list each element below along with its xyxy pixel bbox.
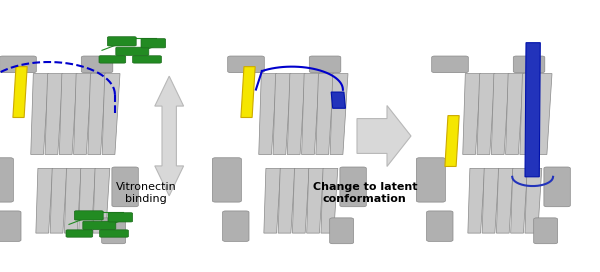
Polygon shape [102,73,120,154]
FancyBboxPatch shape [107,37,136,46]
Polygon shape [307,168,323,233]
FancyBboxPatch shape [223,211,249,242]
FancyBboxPatch shape [82,56,113,73]
FancyBboxPatch shape [0,211,21,242]
Polygon shape [31,73,49,154]
Polygon shape [264,168,281,233]
FancyBboxPatch shape [544,167,570,207]
FancyBboxPatch shape [534,218,557,244]
Polygon shape [511,168,527,233]
FancyBboxPatch shape [416,158,445,202]
Polygon shape [50,168,67,233]
Polygon shape [331,92,346,108]
Polygon shape [506,73,523,154]
Polygon shape [241,67,255,118]
Polygon shape [316,73,334,154]
Polygon shape [292,168,309,233]
FancyBboxPatch shape [133,56,161,63]
Text: Vitronectin
binding: Vitronectin binding [115,182,176,204]
Polygon shape [463,73,481,154]
Polygon shape [93,168,110,233]
FancyBboxPatch shape [212,158,241,202]
Polygon shape [278,168,295,233]
FancyBboxPatch shape [141,39,166,48]
Polygon shape [491,73,509,154]
Polygon shape [59,73,77,154]
Polygon shape [79,168,95,233]
FancyBboxPatch shape [340,167,366,207]
Polygon shape [496,168,513,233]
Polygon shape [534,73,552,154]
FancyBboxPatch shape [100,230,128,237]
Polygon shape [321,168,338,233]
Polygon shape [36,168,53,233]
Polygon shape [525,168,542,233]
FancyBboxPatch shape [66,230,93,237]
FancyBboxPatch shape [83,221,116,230]
FancyBboxPatch shape [431,56,468,73]
FancyBboxPatch shape [310,56,341,73]
Polygon shape [520,73,538,154]
FancyBboxPatch shape [427,211,453,242]
Polygon shape [155,76,184,196]
Polygon shape [88,73,106,154]
FancyBboxPatch shape [112,167,139,207]
FancyBboxPatch shape [228,56,265,73]
Polygon shape [482,168,499,233]
Polygon shape [302,73,319,154]
Polygon shape [273,73,291,154]
FancyBboxPatch shape [0,56,37,73]
Polygon shape [330,73,348,154]
FancyBboxPatch shape [108,213,133,222]
Polygon shape [525,43,540,177]
Polygon shape [445,116,459,166]
FancyBboxPatch shape [513,56,545,73]
FancyBboxPatch shape [74,211,103,220]
FancyBboxPatch shape [102,218,125,244]
Polygon shape [13,67,27,118]
Text: Change to latent
conformation: Change to latent conformation [313,182,417,204]
Polygon shape [468,168,485,233]
FancyBboxPatch shape [99,56,125,63]
FancyBboxPatch shape [116,47,149,55]
FancyBboxPatch shape [0,158,13,202]
Polygon shape [259,73,277,154]
Polygon shape [45,73,63,154]
Polygon shape [287,73,305,154]
FancyBboxPatch shape [330,218,353,244]
Polygon shape [477,73,495,154]
Polygon shape [64,168,81,233]
Polygon shape [74,73,91,154]
Polygon shape [357,106,411,166]
